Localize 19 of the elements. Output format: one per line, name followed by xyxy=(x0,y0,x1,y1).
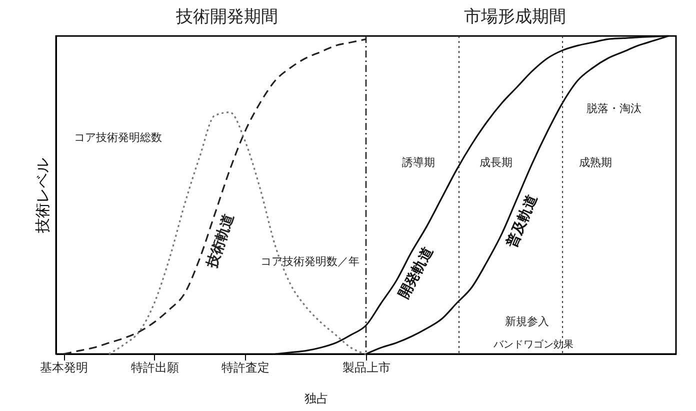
text: 技術軌道 xyxy=(204,210,238,271)
x-tick-label: 特許査定 xyxy=(222,360,270,374)
text: 市場形成期間 xyxy=(464,6,566,27)
annotation: 成長期 xyxy=(480,156,513,170)
annotation: コア技術発明数／年 xyxy=(260,254,360,268)
annotation: 成熟期 xyxy=(578,156,612,170)
text: 開発軌道 xyxy=(396,244,437,302)
annotation: コア技術発明総数 xyxy=(74,130,162,144)
x-tick-label: 製品上市 xyxy=(342,360,390,374)
text: 普及軌道 xyxy=(502,191,542,252)
annotation: バンドワゴン効果 xyxy=(492,338,574,350)
annotation: 誘導期 xyxy=(402,156,436,170)
annotation: 脱落・淘汰 xyxy=(586,102,642,116)
y-axis-title: 技術レベル xyxy=(34,158,52,234)
x-tick-label: 特許出願 xyxy=(130,360,179,374)
annotation: 新規参入 xyxy=(505,315,550,328)
x-tick-label: 基本発明 xyxy=(40,360,88,374)
text: 独占 xyxy=(304,392,328,406)
text: 技術開発期間 xyxy=(175,6,278,27)
